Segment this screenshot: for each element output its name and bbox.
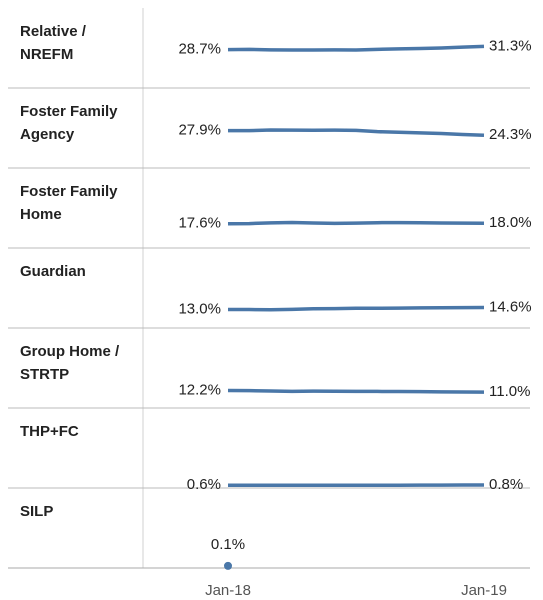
row-label: Group Home / STRTP — [20, 343, 120, 383]
x-tick-label: Jan-18 — [205, 582, 251, 599]
line — [228, 128, 485, 137]
value-label: 11.0% — [489, 383, 530, 400]
value-label: 0.6% — [187, 476, 221, 493]
row-label: Relative / NREFM — [20, 23, 86, 63]
value-label: 28.7% — [178, 41, 221, 58]
value-label: 0.1% — [211, 536, 245, 553]
point — [224, 561, 232, 570]
row-label: SILP — [20, 503, 54, 520]
line — [227, 388, 485, 394]
row-label: Foster Family Home — [20, 183, 118, 223]
value-label: 31.3% — [489, 37, 532, 54]
line — [227, 44, 485, 52]
row-label: Guardian — [20, 263, 86, 280]
value-label: 17.6% — [178, 215, 221, 232]
value-label: 12.2% — [178, 382, 221, 399]
row-label: THP+FC — [20, 423, 79, 440]
x-tick-label: Jan-19 — [461, 582, 507, 599]
row-label: Foster Family Agency — [20, 103, 118, 143]
value-label: 27.9% — [178, 122, 221, 139]
value-label: 24.3% — [489, 126, 532, 143]
value-label: 14.6% — [489, 298, 532, 315]
line — [228, 305, 485, 312]
line — [227, 220, 485, 226]
value-label: 13.0% — [178, 301, 221, 318]
value-label: 18.0% — [489, 214, 532, 231]
value-label: 0.8% — [489, 476, 523, 493]
